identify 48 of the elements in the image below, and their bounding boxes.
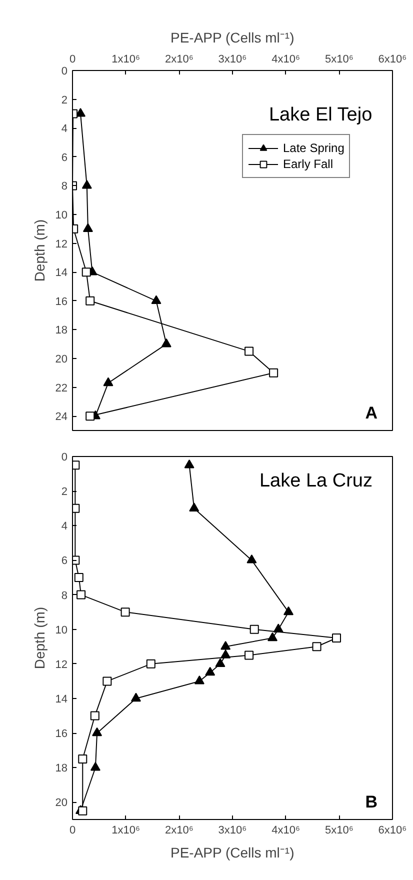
y-axis-title: Depth (m) [31, 606, 48, 670]
y-tick-label: 14 [55, 267, 68, 280]
x-tick-label: 0 [69, 824, 76, 836]
y-tick-label: 16 [55, 728, 68, 740]
x-tick-label: 1x10⁶ [112, 824, 140, 836]
x-tick-label: 1x10⁶ [112, 54, 140, 66]
annotation: B [365, 792, 378, 812]
y-tick-label: 12 [55, 658, 68, 671]
y-tick-label: 20 [55, 797, 68, 810]
x-tick-label: 2x10⁶ [164, 824, 194, 836]
y-tick-label: 10 [55, 210, 68, 222]
x-axis-title: PE-APP (Cells ml⁻¹) [170, 844, 294, 860]
x-tick-label: 3x10⁶ [218, 54, 247, 66]
x-tick-label: 5x10⁶ [324, 824, 354, 836]
y-tick-label: 0 [61, 66, 68, 78]
y-tick-label: 0 [61, 452, 68, 464]
x-tick-label: 6x10⁶ [378, 824, 407, 836]
y-tick-label: 8 [61, 590, 68, 602]
y-tick-label: 6 [61, 152, 68, 164]
legend-label: Early Fall [283, 156, 334, 172]
y-tick-label: 18 [55, 324, 68, 337]
y-tick-label: 18 [55, 762, 68, 775]
y-axis-title: Depth (m) [31, 219, 48, 282]
x-tick-label: 4x10⁶ [272, 54, 300, 66]
x-tick-label: 0 [69, 54, 76, 66]
legend-label: Late Spring [283, 140, 344, 156]
y-tick-label: 10 [55, 624, 68, 636]
y-tick-label: 16 [55, 296, 68, 308]
text: Lake El Tejo [268, 104, 372, 126]
x-tick-label: 6x10⁶ [378, 54, 407, 66]
x-axis-title: PE-APP (Cells ml⁻¹) [170, 30, 294, 46]
y-tick-label: 2 [61, 94, 68, 106]
x-tick-label: 4x10⁶ [272, 824, 300, 836]
y-tick-label: 12 [55, 238, 68, 250]
x-tick-label: 3x10⁶ [218, 824, 247, 836]
y-tick-label: 14 [55, 694, 68, 706]
y-tick-label: 22 [55, 382, 68, 394]
annotation: A [365, 404, 378, 422]
x-tick-label: 2x10⁶ [164, 54, 194, 66]
y-tick-label: 4 [61, 123, 68, 136]
y-tick-label: 2 [61, 486, 68, 498]
x-tick-label: 5x10⁶ [324, 54, 354, 66]
y-tick-label: 8 [61, 180, 68, 193]
text: Lake La Cruz [259, 470, 373, 492]
y-tick-label: 4 [61, 520, 68, 533]
y-tick-label: 6 [61, 555, 68, 568]
y-tick-label: 24 [55, 411, 68, 424]
y-tick-label: 20 [55, 354, 68, 366]
